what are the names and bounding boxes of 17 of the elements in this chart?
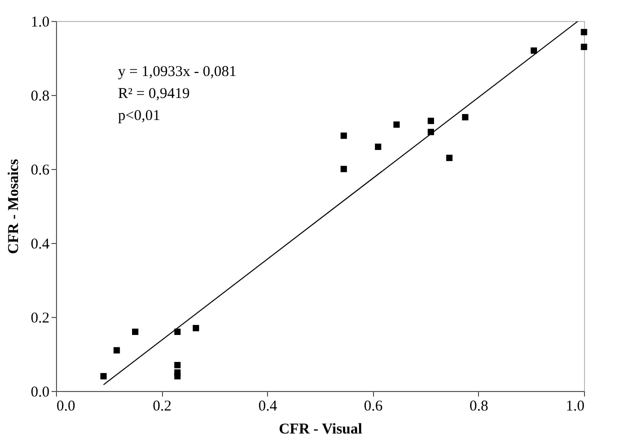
x-tick-label: 0.4 — [258, 398, 278, 414]
y-tick-label: 0.4 — [30, 236, 50, 252]
x-axis-title: CFR - Visual — [278, 422, 362, 438]
x-tick-label: 0.2 — [152, 398, 172, 414]
y-tick-label: 0.0 — [30, 384, 50, 400]
y-tick-label: 0.6 — [30, 162, 50, 178]
y-tick-label: 1.0 — [30, 14, 50, 30]
x-tick-label: 0.0 — [56, 398, 76, 414]
y-tick-label: 0.8 — [30, 88, 50, 104]
annotation: R² = 0,9419 — [118, 86, 190, 102]
x-tick-label: 0.8 — [470, 398, 488, 414]
x-tick-label: 0.6 — [364, 398, 384, 414]
annotation: p<0,01 — [118, 108, 160, 124]
x-tick-label: 1.0 — [566, 398, 584, 414]
y-tick-label: 0.2 — [30, 310, 50, 326]
y-axis-title: CFR - Mosaics — [6, 158, 22, 254]
annotation: y = 1,0933x - 0,081 — [118, 64, 236, 80]
